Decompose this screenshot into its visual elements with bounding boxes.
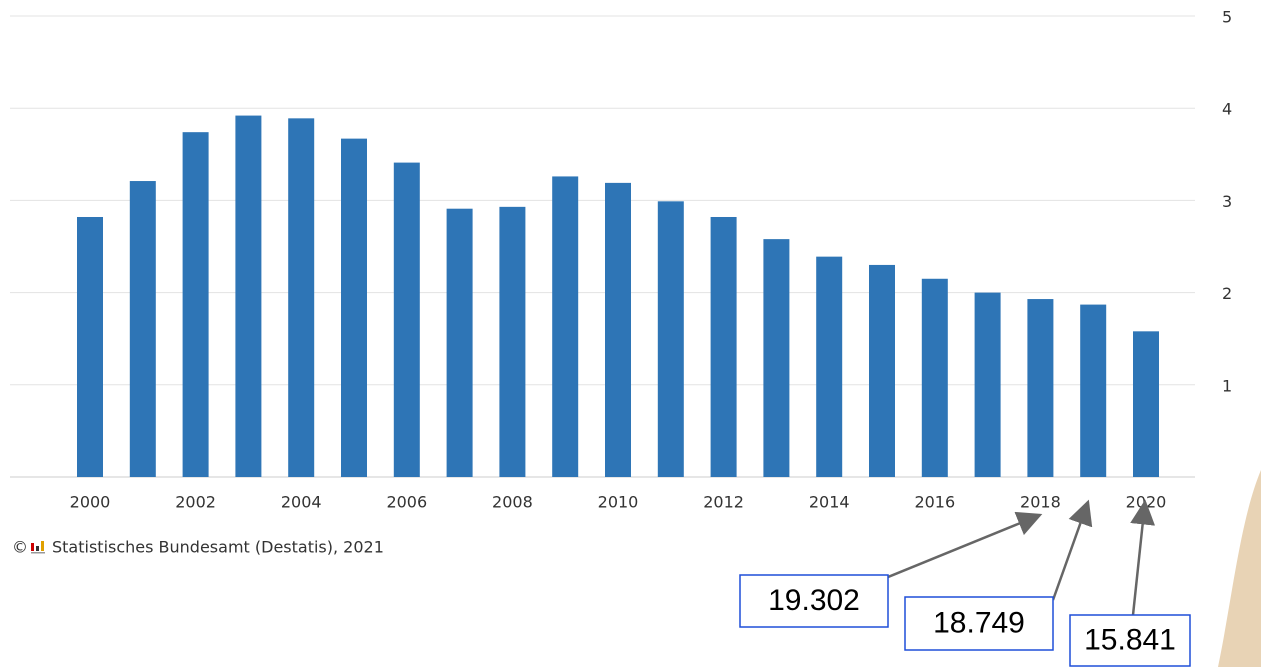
- x-tick-label: 2008: [492, 493, 533, 512]
- x-tick-label: 2000: [70, 493, 111, 512]
- bar: [763, 239, 790, 477]
- source: Statistisches Bundesamt (Destatis), 2021: [52, 538, 384, 557]
- bar: [182, 132, 209, 477]
- bar: [1080, 304, 1107, 477]
- y-tick-label: 2: [1222, 284, 1232, 303]
- x-tick-label: 2006: [386, 493, 427, 512]
- bar: [446, 208, 473, 477]
- x-tick-label: 2010: [598, 493, 639, 512]
- x-tick-label: 2004: [281, 493, 322, 512]
- bar: [869, 264, 895, 477]
- bar: [129, 181, 156, 477]
- annotation: 15.841: [1084, 623, 1176, 656]
- bar: [1133, 331, 1159, 477]
- annotation-box: [1069, 614, 1191, 667]
- bar: [552, 176, 579, 478]
- x-tick-label: 2016: [914, 493, 955, 512]
- bar: [816, 256, 843, 477]
- x-tick-label: 2014: [809, 493, 850, 512]
- bar: [341, 138, 367, 477]
- bar: [235, 115, 262, 478]
- bar: [499, 206, 526, 477]
- annotation-arrow: [1130, 499, 1156, 616]
- annotation: 19.302: [768, 584, 860, 617]
- bar: [77, 216, 103, 477]
- annotation: 18.749: [933, 606, 1025, 639]
- bar: [288, 118, 315, 477]
- copyright: ©: [12, 538, 28, 557]
- bar: [710, 216, 737, 477]
- bar: [974, 292, 1001, 477]
- bar: [393, 162, 420, 477]
- annotation-arrow: [887, 511, 1043, 579]
- source-logo: [31, 541, 45, 554]
- annotation-box: [904, 596, 1054, 651]
- y-tick-label: 4: [1222, 100, 1232, 119]
- bar: [921, 278, 948, 477]
- y-tick-label: 5: [1222, 8, 1232, 27]
- x-tick-label: 2018: [1020, 493, 1061, 512]
- annotation-arrow: [1051, 499, 1093, 601]
- x-tick-label: 2002: [175, 493, 216, 512]
- annotation-box: [739, 574, 889, 628]
- bar: [657, 201, 684, 477]
- x-tick-label: 2012: [703, 493, 744, 512]
- bar: [605, 182, 631, 477]
- background-photo-fragment: [1218, 470, 1261, 667]
- y-tick-label: 1: [1222, 376, 1232, 395]
- x-tick-label: 2020: [1126, 493, 1167, 512]
- y-tick-label: 3: [1222, 192, 1232, 211]
- bar: [1027, 299, 1054, 477]
